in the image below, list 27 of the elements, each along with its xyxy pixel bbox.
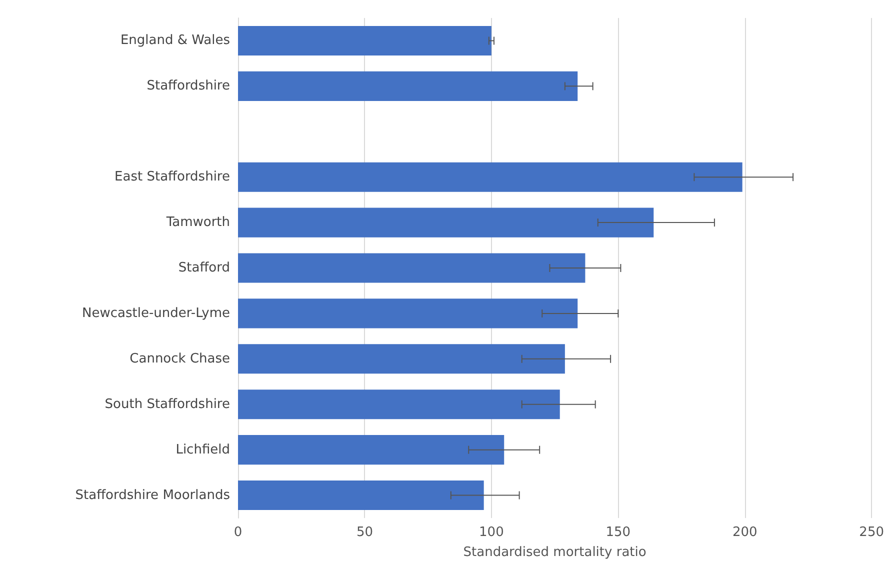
bar	[238, 162, 742, 192]
bar	[238, 344, 565, 374]
y-tick-label: Staffordshire	[146, 78, 230, 94]
bar	[238, 253, 586, 283]
bar	[238, 298, 578, 328]
bar	[238, 435, 504, 465]
x-tick-label: 0	[234, 525, 242, 540]
y-tick-label: Staffordshire Moorlands	[75, 488, 230, 503]
bar	[238, 26, 492, 56]
bar	[238, 480, 484, 510]
bar	[238, 208, 654, 238]
x-tick-label: 150	[606, 525, 631, 540]
x-axis-title: Standardised mortality ratio	[463, 545, 646, 560]
x-tick-label: 50	[356, 525, 373, 540]
y-tick-label: Stafford	[178, 260, 230, 276]
y-tick-label: Newcastle-under-Lyme	[82, 306, 230, 321]
y-tick-label: Cannock Chase	[130, 351, 230, 366]
x-tick-label: 250	[859, 525, 884, 540]
y-tick-label: England & Wales	[120, 33, 230, 48]
y-tick-label: South Staffordshire	[104, 396, 230, 412]
y-tick-label: Lichfield	[176, 442, 230, 458]
bar	[238, 390, 560, 420]
y-tick-label: East Staffordshire	[114, 170, 230, 185]
x-tick-label: 200	[732, 525, 758, 540]
x-tick-label: 100	[479, 525, 504, 540]
bar	[238, 71, 578, 101]
y-tick-label: Tamworth	[165, 215, 230, 230]
